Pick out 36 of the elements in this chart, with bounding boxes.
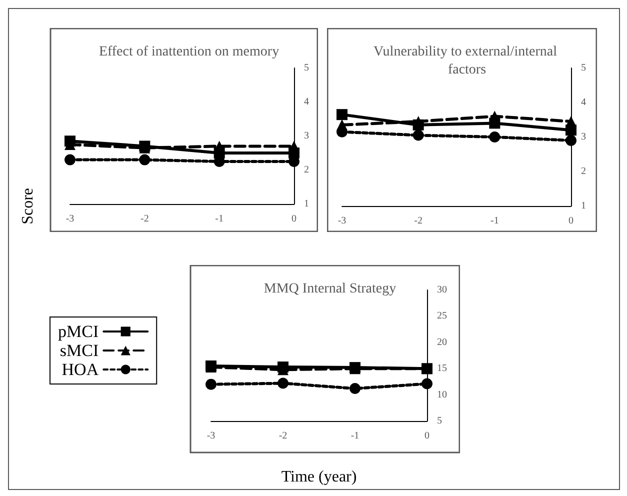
y-tick-label: 5 [304, 62, 309, 74]
x-tick-label: -2 [140, 214, 149, 224]
y-tick-label: 2 [581, 166, 586, 177]
x-tick-label: -2 [278, 430, 288, 442]
y-tick-label: 25 [437, 310, 447, 322]
y-tick-label: 5 [437, 416, 442, 426]
x-axis-title: Time (year) [281, 468, 357, 486]
y-tick-label: 1 [581, 200, 586, 212]
x-tick-label: -1 [350, 430, 360, 442]
x-tick-label: -1 [215, 214, 224, 224]
chart-title: Effect of inattention on memory [98, 44, 280, 60]
x-tick-label: 0 [292, 214, 296, 224]
y-axis-title: Score [20, 188, 36, 224]
x-tick-label: -3 [338, 216, 346, 226]
legend-label: sMCI [60, 341, 99, 360]
legend-label: HOA [62, 360, 100, 379]
y-tick-label: 3 [304, 130, 309, 142]
x-tick-label: -1 [490, 216, 499, 226]
x-tick-label: -3 [66, 214, 74, 224]
y-tick-label: 3 [581, 132, 586, 142]
x-tick-label: -2 [414, 216, 423, 226]
x-tick-label: -3 [206, 430, 216, 442]
y-tick-label: 1 [304, 198, 309, 210]
y-tick-label: 2 [304, 164, 309, 176]
x-tick-label: 0 [568, 216, 574, 226]
y-tick-label: 4 [581, 97, 586, 108]
y-tick-label: 15 [437, 363, 447, 374]
y-tick-label: 4 [304, 96, 309, 108]
y-tick-label: 10 [437, 389, 447, 400]
chart-title: Vulnerability to external/internal factors [374, 44, 560, 78]
chart-title: MMQ Internal Strategy [264, 282, 396, 296]
y-tick-label: 5 [581, 62, 586, 74]
y-tick-label: 30 [437, 284, 447, 296]
y-tick-label: 20 [437, 336, 447, 348]
legend-label: pMCI [58, 322, 99, 341]
x-tick-label: 0 [424, 430, 430, 442]
